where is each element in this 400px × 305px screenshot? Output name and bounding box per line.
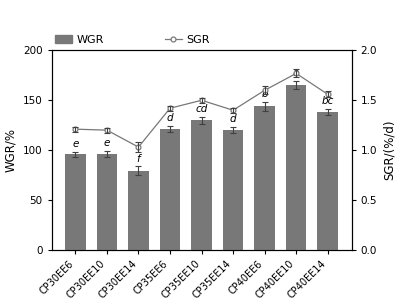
Y-axis label: WGR/%: WGR/%	[4, 128, 17, 172]
Text: d: d	[230, 114, 236, 124]
Text: f: f	[137, 153, 140, 163]
Bar	[65, 154, 86, 250]
Bar	[254, 106, 275, 250]
Text: e: e	[72, 138, 78, 149]
Bar	[97, 154, 117, 250]
Bar	[128, 171, 149, 250]
Bar	[286, 85, 306, 250]
Legend: WGR, SGR: WGR, SGR	[51, 30, 214, 49]
Text: d: d	[167, 113, 173, 123]
Bar	[318, 112, 338, 250]
Y-axis label: SGR/(%/d): SGR/(%/d)	[383, 120, 396, 180]
Text: a: a	[293, 68, 299, 78]
Text: e: e	[104, 138, 110, 148]
Text: bc: bc	[322, 96, 334, 106]
Text: cd: cd	[195, 104, 208, 114]
Bar	[191, 120, 212, 250]
Text: b: b	[261, 89, 268, 99]
Bar	[223, 130, 243, 250]
Bar	[160, 129, 180, 250]
